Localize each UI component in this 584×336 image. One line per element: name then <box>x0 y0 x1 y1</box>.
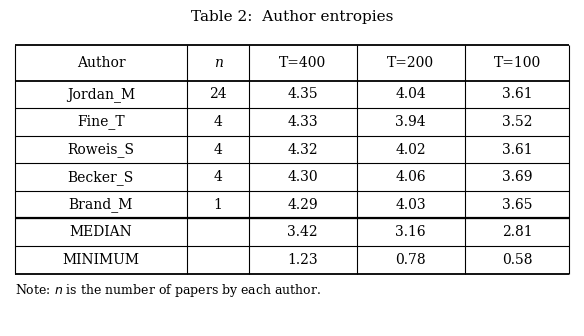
Text: Becker_S: Becker_S <box>68 170 134 184</box>
Text: 0.58: 0.58 <box>502 253 532 267</box>
Text: 4.04: 4.04 <box>395 87 426 101</box>
Text: Table 2:  Author entropies: Table 2: Author entropies <box>191 10 393 24</box>
Text: 24: 24 <box>209 87 227 101</box>
Text: 4.30: 4.30 <box>287 170 318 184</box>
Text: Author: Author <box>77 56 125 70</box>
Text: Roweis_S: Roweis_S <box>67 142 134 157</box>
Text: n: n <box>214 56 223 70</box>
Text: 3.52: 3.52 <box>502 115 532 129</box>
Text: MEDIAN: MEDIAN <box>69 225 133 239</box>
Text: 4: 4 <box>214 142 223 157</box>
Text: Brand_M: Brand_M <box>69 197 133 212</box>
Text: Note: $n$ is the number of papers by each author.: Note: $n$ is the number of papers by eac… <box>15 282 321 299</box>
Text: 3.42: 3.42 <box>287 225 318 239</box>
Text: 3.61: 3.61 <box>502 87 532 101</box>
Text: 2.81: 2.81 <box>502 225 532 239</box>
Text: 3.69: 3.69 <box>502 170 532 184</box>
Text: 1.23: 1.23 <box>287 253 318 267</box>
Text: 0.78: 0.78 <box>395 253 426 267</box>
Text: 3.61: 3.61 <box>502 142 532 157</box>
Text: T=400: T=400 <box>279 56 326 70</box>
Text: 4: 4 <box>214 170 223 184</box>
Text: 4.29: 4.29 <box>287 198 318 212</box>
Text: 1: 1 <box>214 198 223 212</box>
Text: 4.03: 4.03 <box>395 198 426 212</box>
Text: Fine_T: Fine_T <box>77 115 125 129</box>
Text: MINIMUM: MINIMUM <box>62 253 140 267</box>
Text: T=200: T=200 <box>387 56 434 70</box>
Text: 3.94: 3.94 <box>395 115 426 129</box>
Text: 4.32: 4.32 <box>287 142 318 157</box>
Text: 4.06: 4.06 <box>395 170 426 184</box>
Text: T=100: T=100 <box>493 56 541 70</box>
Text: Jordan_M: Jordan_M <box>67 87 135 102</box>
Text: 3.16: 3.16 <box>395 225 426 239</box>
Text: 3.65: 3.65 <box>502 198 532 212</box>
Text: 4: 4 <box>214 115 223 129</box>
Text: 4.35: 4.35 <box>287 87 318 101</box>
Text: 4.33: 4.33 <box>287 115 318 129</box>
Text: 4.02: 4.02 <box>395 142 426 157</box>
